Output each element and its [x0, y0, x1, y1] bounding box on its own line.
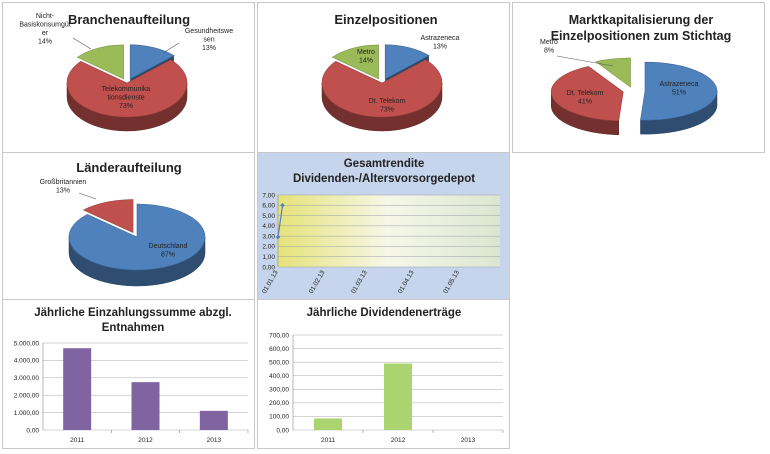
y-tick-label: 500,00	[269, 359, 289, 366]
bar-2011[interactable]	[314, 418, 342, 430]
y-tick-label: 400,00	[269, 373, 289, 380]
y-tick-label: 600,00	[269, 346, 289, 353]
pie-chart-branchen: Branchenaufteilung Gesundheitswe sen 13% Te…	[19, 12, 233, 132]
chart-panel-marktkap[interactable]: Marktkapitalisierung der Einzelpositione…	[512, 2, 765, 153]
y-tick-label: 2,00	[262, 244, 275, 251]
pie-chart-einzel: Einzelpositionen Astrazeneca 13% Dt. Telek…	[321, 12, 460, 132]
y-tick-label: 0,00	[276, 427, 289, 434]
x-tick-label: 2013	[207, 437, 222, 444]
chart-panel-einzel[interactable]: Einzelpositionen Astrazeneca 13% Dt. Telek…	[257, 2, 510, 153]
chart-panel-gesamtrendite[interactable]: Gesamtrendite Dividenden-/Altersvorsorge…	[257, 152, 510, 300]
y-tick-label: 200,00	[269, 400, 289, 407]
y-tick-label: 100,00	[269, 414, 289, 421]
y-tick-label: 700,00	[269, 332, 289, 339]
line-chart-gesamtrendite: Gesamtrendite Dividenden-/Altersvorsorge…	[261, 158, 500, 295]
chart-title-line-2: Entnahmen	[102, 322, 165, 334]
chart-panel-einzahlung[interactable]: Jährliche Einzahlungssumme abzgl. Entnah…	[2, 299, 255, 449]
chart-title-line-1: Gesamtrendite	[344, 158, 425, 170]
y-tick-label: 3.000,00	[14, 375, 40, 382]
y-tick-label: 4,00	[262, 223, 275, 230]
x-tick-label: 01.05.13	[442, 269, 461, 295]
chart-title: Länderaufteilung	[76, 160, 182, 175]
bar-chart-dividenden: Jährliche Dividendenerträge 0,00 100,00 20…	[269, 307, 504, 444]
pie-slice-nicht-basiskonsumg-ter[interactable]	[76, 44, 124, 80]
pie-slice-astrazeneca[interactable]	[384, 44, 430, 80]
chart-title-line-1: Marktkapitalisierung der	[569, 13, 714, 27]
y-tick-label: 0,00	[26, 427, 39, 434]
pie-label-leader	[162, 42, 180, 54]
pie-data-label: Gesundheitswe sen 13%	[185, 28, 233, 52]
pie-label-leader	[78, 192, 97, 200]
pie-chart-laender: Länderaufteilung Deutschland 87% Großbrita…	[40, 160, 206, 287]
pie-data-label: Telekommunika tionsdienste 73%	[102, 86, 151, 110]
bar-2012[interactable]	[384, 363, 412, 431]
pie-data-label: Metro 8%	[540, 39, 558, 55]
y-tick-label: 4.000,00	[14, 358, 40, 365]
pie-data-label: Astrazeneca 13%	[421, 35, 460, 51]
pie-data-label: Nicht-Basiskonsumgüt er 14%	[19, 13, 70, 46]
pie-data-label: Astrazeneca 51%	[660, 81, 699, 97]
y-tick-label: 5,00	[262, 213, 275, 220]
x-tick-label: 2011	[321, 437, 335, 444]
x-tick-label: 2013	[461, 437, 476, 444]
series-line	[277, 205, 284, 238]
chart-panel-branchen[interactable]: Branchenaufteilung Gesundheitswe sen 13% Te…	[2, 2, 255, 153]
x-tick-label: 2012	[138, 437, 153, 444]
pie-slice-gesundheitswesen[interactable]	[129, 44, 175, 80]
bar-chart-einzahlung: Jährliche Einzahlungssumme abzgl. Entnah…	[14, 307, 249, 444]
bar-2013[interactable]	[199, 410, 228, 430]
pie-slice-dt-telekom[interactable]	[321, 59, 443, 118]
pie-slice-metro[interactable]	[595, 57, 631, 88]
chart-title: Jährliche Dividendenerträge	[307, 307, 462, 319]
pie-label-leader	[556, 55, 614, 67]
y-tick-label: 6,00	[262, 203, 275, 210]
y-tick-label: 1.000,00	[14, 410, 40, 417]
pie-label-leader	[72, 37, 92, 50]
x-tick-label: 01.03.13	[350, 269, 369, 295]
chart-title: Branchenaufteilung	[68, 12, 190, 27]
pie-data-label: Metro 14%	[357, 49, 375, 65]
x-tick-label: 01.01.13	[261, 269, 280, 295]
chart-title-line-2: Dividenden-/Altersvorsorgedepot	[293, 173, 475, 185]
chart-panel-laender[interactable]: Länderaufteilung Deutschland 87% Großbrita…	[2, 152, 255, 300]
pie-data-label: Großbritannien 13%	[40, 179, 87, 195]
y-tick-label: 0,00	[262, 264, 275, 271]
y-tick-label: 7,00	[262, 192, 275, 199]
y-tick-label: 300,00	[269, 387, 289, 394]
chart-title-line-1: Jährliche Einzahlungssumme abzgl.	[34, 307, 231, 319]
x-tick-label: 01.02.13	[308, 269, 327, 295]
pie-slice-gro-britannien[interactable]	[82, 199, 134, 234]
chart-title-line-2: Einzelpositionen zum Stichtag	[551, 29, 732, 43]
chart-panel-dividenden[interactable]: Jährliche Dividendenerträge 0,00 100,00 20…	[257, 299, 510, 449]
pie-slice-astrazeneca[interactable]	[640, 61, 718, 121]
x-tick-label: 2012	[391, 437, 406, 444]
bar-2011[interactable]	[63, 348, 92, 430]
plot-area	[278, 195, 500, 267]
bar-2012[interactable]	[131, 382, 160, 430]
x-tick-label: 01.04.13	[397, 269, 416, 295]
pie-data-label: Dt. Telekom 41%	[567, 90, 604, 106]
pie-slice-metro[interactable]	[331, 44, 379, 80]
pie-data-label: Deutschland 87%	[149, 243, 188, 259]
x-tick-label: 2011	[70, 437, 84, 444]
y-tick-label: 5.000,00	[14, 340, 40, 347]
pie-chart-marktkap: Marktkapitalisierung der Einzelpositione…	[540, 13, 732, 136]
pie-slice-deutschland[interactable]	[68, 203, 206, 271]
pie-slice-telekommunikationsdienste[interactable]	[66, 59, 188, 118]
pie-data-label: Dt. Telekom 73%	[369, 98, 406, 114]
y-tick-label: 1,00	[262, 254, 275, 261]
pie-slice-dt-telekom[interactable]	[550, 66, 624, 122]
chart-title: Einzelpositionen	[334, 12, 437, 27]
y-tick-label: 3,00	[262, 233, 275, 240]
y-tick-label: 2.000,00	[14, 393, 40, 400]
